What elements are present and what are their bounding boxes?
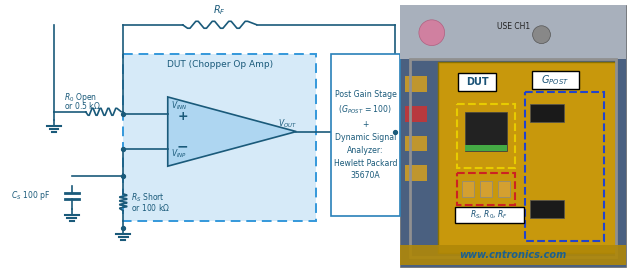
Bar (400, 245, 625, 265)
Text: Post Gain Stage
$(G_{POST}$ = 100)
+
Dynamic Signal
Analyzer:
Hewlett Packard
35: Post Gain Stage $(G_{POST}$ = 100) + Dyn… (334, 90, 398, 180)
Text: $V_{INN}$: $V_{INN}$ (171, 100, 187, 112)
FancyBboxPatch shape (459, 73, 496, 91)
Bar (410, 59, 616, 257)
Bar (438, 62, 616, 253)
Bar (525, 92, 604, 241)
Text: or 0.5 k$\Omega$: or 0.5 k$\Omega$ (64, 100, 100, 111)
Bar (529, 104, 564, 122)
Circle shape (533, 26, 550, 43)
Bar (463, 181, 475, 197)
Bar (457, 104, 515, 168)
Text: $R_0$ Open: $R_0$ Open (64, 92, 97, 104)
Text: +: + (177, 110, 188, 123)
Bar (480, 181, 492, 197)
Bar (466, 146, 507, 151)
Text: $R_S$, $R_0$, $R_F$: $R_S$, $R_0$, $R_F$ (470, 208, 508, 221)
Bar (405, 165, 427, 181)
Bar (529, 200, 564, 218)
FancyBboxPatch shape (532, 71, 579, 89)
Bar (400, 5, 625, 59)
Bar (498, 181, 510, 197)
FancyBboxPatch shape (454, 207, 524, 222)
Bar (466, 112, 507, 151)
Bar (405, 106, 427, 122)
FancyBboxPatch shape (123, 55, 316, 221)
Bar (405, 76, 427, 92)
Text: −: − (177, 139, 189, 153)
FancyBboxPatch shape (331, 55, 400, 216)
Text: USE CH1: USE CH1 (497, 22, 531, 31)
Bar (405, 136, 427, 151)
Text: or 100 k$\Omega$: or 100 k$\Omega$ (131, 202, 170, 213)
Text: DUT (Chopper Op Amp): DUT (Chopper Op Amp) (167, 60, 273, 69)
Circle shape (419, 20, 445, 46)
Text: $G_{POST}$: $G_{POST}$ (541, 73, 569, 87)
Polygon shape (168, 97, 297, 166)
Text: $V_{OUT}$: $V_{OUT}$ (278, 117, 297, 130)
Text: $R_S$ Short: $R_S$ Short (131, 191, 165, 204)
Text: $R_F$: $R_F$ (213, 3, 225, 17)
Bar (400, 5, 625, 267)
Text: www.cntronics.com: www.cntronics.com (459, 250, 567, 260)
Text: $V_{INP}$: $V_{INP}$ (171, 147, 187, 160)
Text: DUT: DUT (466, 77, 488, 87)
Bar (457, 173, 515, 205)
Text: $C_S$ 100 pF: $C_S$ 100 pF (11, 189, 50, 202)
